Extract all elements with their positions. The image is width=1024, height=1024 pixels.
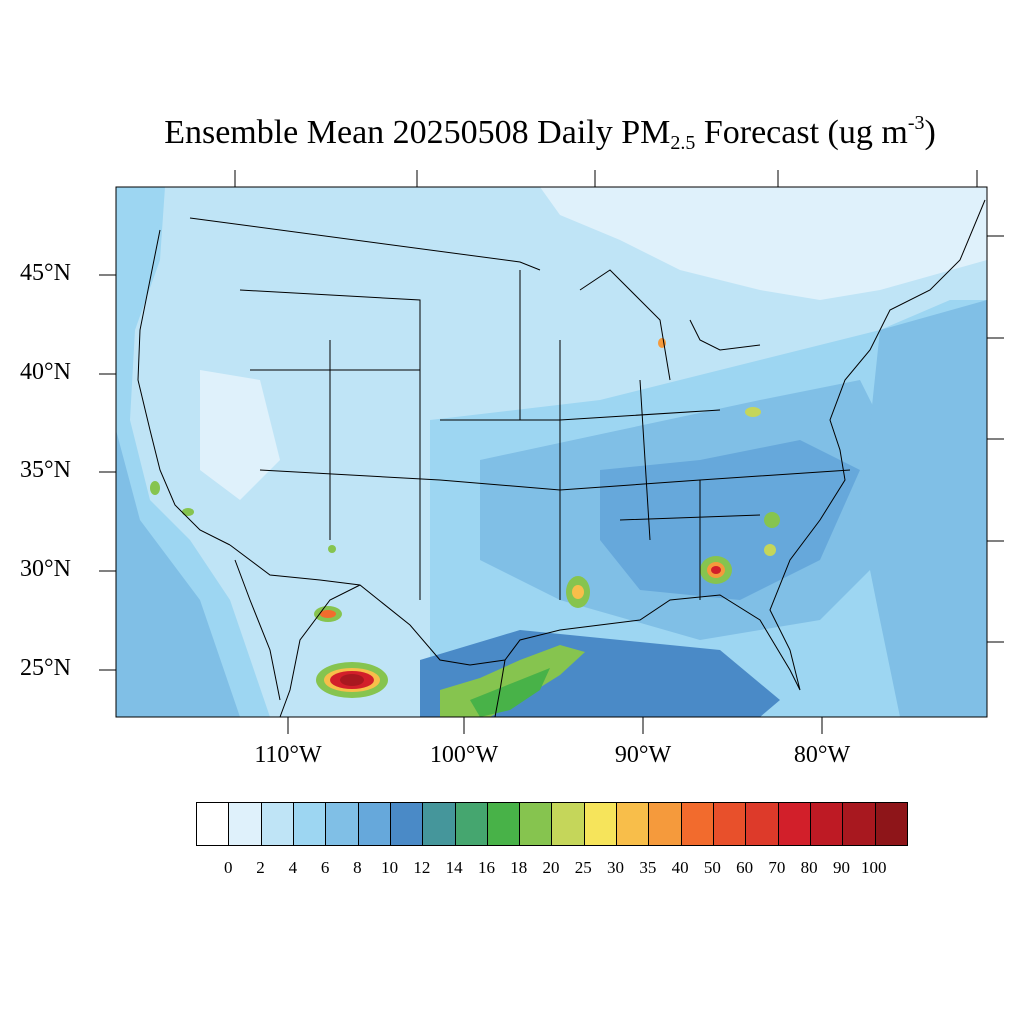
colorbar-box	[390, 803, 424, 845]
colorbar-label: 14	[445, 858, 463, 877]
colorbar-label: 4	[288, 858, 298, 877]
lon-label-110w: 110°W	[254, 742, 322, 768]
colorbar-box	[746, 803, 779, 845]
colorbar-label: 10	[381, 858, 399, 877]
title-sub: 2.5	[670, 132, 696, 154]
colorbar-box	[552, 803, 585, 845]
lat-label-35: 35°N	[20, 457, 71, 483]
colorbar-box	[810, 803, 844, 845]
lat-label-25: 25°N	[20, 655, 71, 681]
colorbar-label: 35	[639, 858, 657, 877]
colorbar-label: 0	[224, 858, 233, 877]
right-ticks	[987, 235, 1004, 643]
colorbar-label: 70	[768, 858, 786, 877]
colorbar-label: 8	[353, 858, 362, 877]
colorbar-label: 12	[413, 858, 431, 877]
lon-label-80w: 80°W	[793, 742, 851, 768]
boundaries	[137, 199, 986, 717]
colorbar-box	[423, 803, 456, 845]
colorbar-label: 40	[671, 858, 689, 877]
colorbar-box	[520, 803, 553, 845]
colorbar-label: 50	[703, 858, 721, 877]
map-title: Ensemble Mean 20250508 Daily PM2.5 Forec…	[0, 112, 1024, 155]
colorbar-label: 80	[800, 858, 818, 877]
colorbar-label: 100	[860, 858, 887, 877]
lat-label-45: 45°N	[20, 260, 71, 286]
colorbar-box	[843, 803, 876, 845]
pm25-field	[116, 187, 987, 717]
lon-label-90w: 90°W	[614, 742, 672, 768]
title-sup: -3	[907, 112, 925, 134]
colorbar-box	[875, 803, 907, 845]
top-ticks	[234, 170, 978, 187]
title-end: )	[924, 114, 936, 151]
colorbar-label: 30	[607, 858, 625, 877]
colorbar-label: 90	[832, 858, 850, 877]
title-prefix: Ensemble Mean 20250508 Daily PM	[164, 114, 671, 151]
colorbar-label: 25	[574, 858, 592, 877]
colorbar-box	[487, 803, 521, 845]
colorbar-box	[358, 803, 391, 845]
colorbar-box	[584, 803, 618, 845]
lon-label-100w: 100°W	[429, 742, 499, 768]
colorbar-box	[293, 803, 327, 845]
colorbar-box	[197, 803, 230, 845]
colorbar-label: 20	[542, 858, 560, 877]
colorbar-box	[617, 803, 650, 845]
colorbar-box	[455, 803, 488, 845]
colorbar-box	[714, 803, 747, 845]
colorbar-label: 60	[736, 858, 754, 877]
lat-label-30: 30°N	[20, 556, 71, 582]
colorbar-box	[326, 803, 359, 845]
colorbar-label: 16	[477, 858, 495, 877]
colorbar-box	[681, 803, 714, 845]
colorbar-box	[649, 803, 682, 845]
lat-label-40: 40°N	[20, 359, 71, 385]
title-mid: Forecast (ug m	[695, 114, 908, 151]
colorbar-label: 6	[320, 858, 330, 877]
colorbar-label: 18	[510, 858, 528, 877]
colorbar-box	[229, 803, 262, 845]
bottom-ticks	[287, 717, 823, 734]
left-ticks	[99, 274, 116, 671]
colorbar-label: 2	[256, 858, 265, 877]
map-frame	[115, 186, 988, 718]
colorbar-box	[261, 803, 294, 845]
colorbar	[196, 802, 908, 846]
colorbar-box	[778, 803, 811, 845]
